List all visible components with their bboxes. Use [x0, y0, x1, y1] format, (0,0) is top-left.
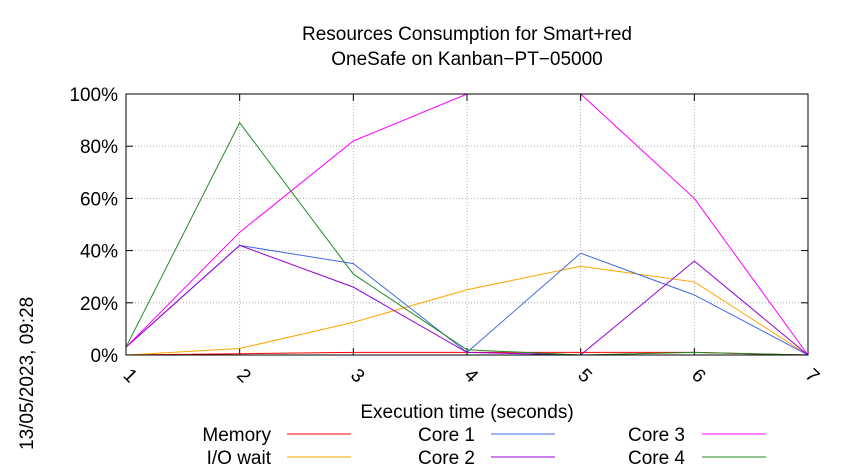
- series-line-i-o-wait: [125, 265, 809, 356]
- x-tick-label: 2: [232, 365, 254, 387]
- y-tick-label: 60%: [80, 189, 118, 210]
- y-tick-label: 40%: [80, 242, 118, 263]
- legend-label-core-4: Core 4: [628, 448, 685, 469]
- y-tick-label: 80%: [80, 137, 118, 158]
- chart-title-line-1: Resources Consumption for Smart+red: [302, 24, 632, 45]
- x-tick-label: 7: [801, 365, 823, 387]
- timestamp-label: 13/05/2023, 09:28: [17, 297, 38, 450]
- legend-label-memory: Memory: [202, 425, 271, 446]
- y-tick-label: 100%: [69, 85, 118, 106]
- x-tick-label: 1: [119, 365, 141, 387]
- plot-area-border: [125, 93, 809, 356]
- x-tick-label: 4: [460, 365, 483, 388]
- y-tick-label: 20%: [80, 294, 118, 315]
- x-tick-label: 3: [346, 365, 368, 387]
- legend-label-i-o-wait: I/O wait: [207, 448, 272, 469]
- y-axis-ticks: 0% 20% 40% 60% 80% 100%: [69, 85, 808, 367]
- series-line-core-4: [125, 121, 809, 356]
- legend-label-core-2: Core 2: [418, 448, 475, 469]
- legend-label-core-1: Core 1: [418, 425, 475, 446]
- x-axis-label: Execution time (seconds): [360, 402, 573, 423]
- series-line-core-1: [125, 244, 809, 356]
- y-tick-label: 0%: [91, 346, 119, 367]
- series-line-core-2: [125, 244, 809, 356]
- x-axis-ticks: 1 2 3 4 5 6 7: [119, 94, 823, 388]
- x-tick-label: 5: [573, 365, 595, 387]
- x-tick-label: 6: [687, 365, 709, 387]
- chart-title-line-2: OneSafe on Kanban−PT−05000: [331, 49, 603, 70]
- grid-lines: [125, 93, 809, 356]
- legend-label-core-3: Core 3: [628, 425, 685, 446]
